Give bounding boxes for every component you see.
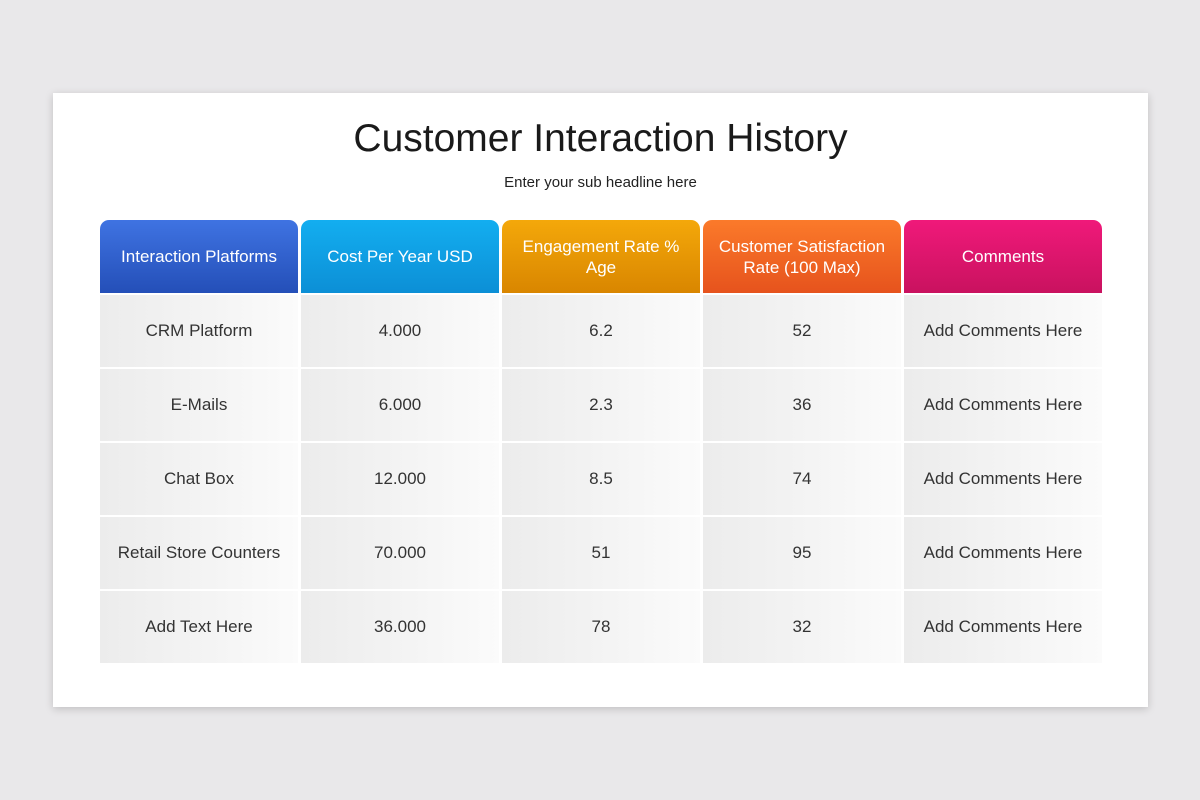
table-cell: 32 — [703, 591, 901, 663]
header-cost-per-year: Cost Per Year USD — [301, 220, 499, 293]
table-cell: 78 — [502, 591, 700, 663]
header-comments: Comments — [904, 220, 1102, 293]
table-row: E-Mails 6.000 2.3 36 Add Comments Here — [100, 369, 1102, 441]
table-cell: 52 — [703, 295, 901, 367]
table-header-row: Interaction Platforms Cost Per Year USD … — [100, 220, 1102, 293]
table-row: Chat Box 12.000 8.5 74 Add Comments Here — [100, 443, 1102, 515]
table-cell: Add Comments Here — [904, 443, 1102, 515]
page-title: Customer Interaction History — [353, 117, 848, 160]
table-row: Add Text Here 36.000 78 32 Add Comments … — [100, 591, 1102, 663]
table-cell: 36.000 — [301, 591, 499, 663]
table-cell: Add Comments Here — [904, 295, 1102, 367]
table-cell: 6.2 — [502, 295, 700, 367]
table-cell: 74 — [703, 443, 901, 515]
header-satisfaction-rate: Customer Satisfaction Rate (100 Max) — [703, 220, 901, 293]
table-cell: 8.5 — [502, 443, 700, 515]
header-interaction-platforms: Interaction Platforms — [100, 220, 298, 293]
table-row: Retail Store Counters 70.000 51 95 Add C… — [100, 517, 1102, 589]
table-cell: CRM Platform — [100, 295, 298, 367]
table-cell: Add Text Here — [100, 591, 298, 663]
data-table: Interaction Platforms Cost Per Year USD … — [100, 220, 1102, 663]
table-cell: Chat Box — [100, 443, 298, 515]
table-cell: 2.3 — [502, 369, 700, 441]
table-cell: Retail Store Counters — [100, 517, 298, 589]
table-cell: Add Comments Here — [904, 591, 1102, 663]
page-subtitle: Enter your sub headline here — [504, 174, 697, 191]
table-cell: 51 — [502, 517, 700, 589]
table-cell: 12.000 — [301, 443, 499, 515]
table-cell: 95 — [703, 517, 901, 589]
slide: Customer Interaction History Enter your … — [53, 93, 1148, 707]
table-cell: 70.000 — [301, 517, 499, 589]
table-cell: Add Comments Here — [904, 517, 1102, 589]
table-cell: Add Comments Here — [904, 369, 1102, 441]
table-cell: 6.000 — [301, 369, 499, 441]
table-cell: 36 — [703, 369, 901, 441]
table-cell: 4.000 — [301, 295, 499, 367]
header-engagement-rate: Engagement Rate % Age — [502, 220, 700, 293]
table-row: CRM Platform 4.000 6.2 52 Add Comments H… — [100, 295, 1102, 367]
table-cell: E-Mails — [100, 369, 298, 441]
